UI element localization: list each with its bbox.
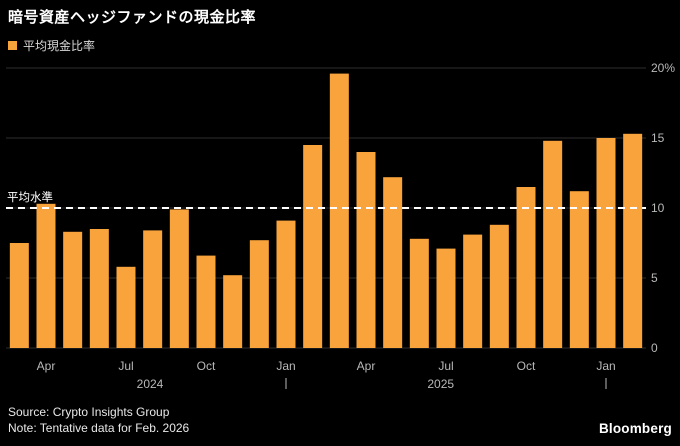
footer-notes: Source: Crypto Insights Group Note: Tent… xyxy=(8,404,189,436)
bar xyxy=(116,266,136,348)
bloomberg-logo: Bloomberg xyxy=(598,421,672,436)
y-axis-tick-label: 15 xyxy=(651,131,665,145)
bar xyxy=(9,243,29,348)
bar xyxy=(516,187,536,348)
bar xyxy=(329,73,349,348)
bar xyxy=(276,220,296,348)
bar xyxy=(543,140,563,348)
x-axis-tick-label: Apr xyxy=(37,359,56,373)
bar xyxy=(89,229,109,348)
x-axis-tick-label: Apr xyxy=(357,359,376,373)
bar xyxy=(143,230,163,348)
legend-label: 平均現金比率 xyxy=(23,39,96,53)
y-axis-tick-label: 0 xyxy=(651,341,658,355)
x-axis-tick-label: Oct xyxy=(517,359,536,373)
bar xyxy=(303,145,323,348)
y-axis-tick-label: 10 xyxy=(651,201,665,215)
x-axis-tick-label: Jul xyxy=(118,359,133,373)
bar xyxy=(383,177,403,348)
source-line: Source: Crypto Insights Group xyxy=(8,405,170,419)
x-axis-tick-label: Jan xyxy=(596,359,615,373)
year-label: 2024 xyxy=(137,377,164,391)
bar xyxy=(409,238,429,348)
legend-swatch-icon xyxy=(8,41,17,50)
bar xyxy=(463,234,483,348)
y-axis-tick-label: 5 xyxy=(651,271,658,285)
bar xyxy=(489,224,509,348)
x-axis-tick-label: Jul xyxy=(438,359,453,373)
bar xyxy=(36,203,56,348)
year-label: 2025 xyxy=(427,377,454,391)
bar xyxy=(196,255,216,348)
bar xyxy=(223,275,243,348)
bar xyxy=(249,240,269,348)
bar xyxy=(436,248,456,348)
bar xyxy=(569,191,589,348)
bar xyxy=(356,152,376,348)
x-axis-tick-label: Jan xyxy=(276,359,295,373)
bar xyxy=(596,138,616,348)
page-title: 暗号資産ヘッジファンドの現金比率 xyxy=(8,9,257,26)
bar xyxy=(169,209,189,348)
legend: 平均現金比率 xyxy=(8,37,95,54)
bar xyxy=(623,133,643,348)
y-axis-tick-label: 20% xyxy=(651,61,675,75)
bar xyxy=(63,231,83,348)
bar-chart: 0 5 10 15 20% 平均水準 Apr Jul Oct Jan Apr Jul Oct Jan 202… xyxy=(6,61,675,391)
note-line: Note: Tentative data for Feb. 2026 xyxy=(8,421,190,435)
x-axis-tick-label: Oct xyxy=(197,359,216,373)
average-line-label: 平均水準 xyxy=(7,190,53,204)
